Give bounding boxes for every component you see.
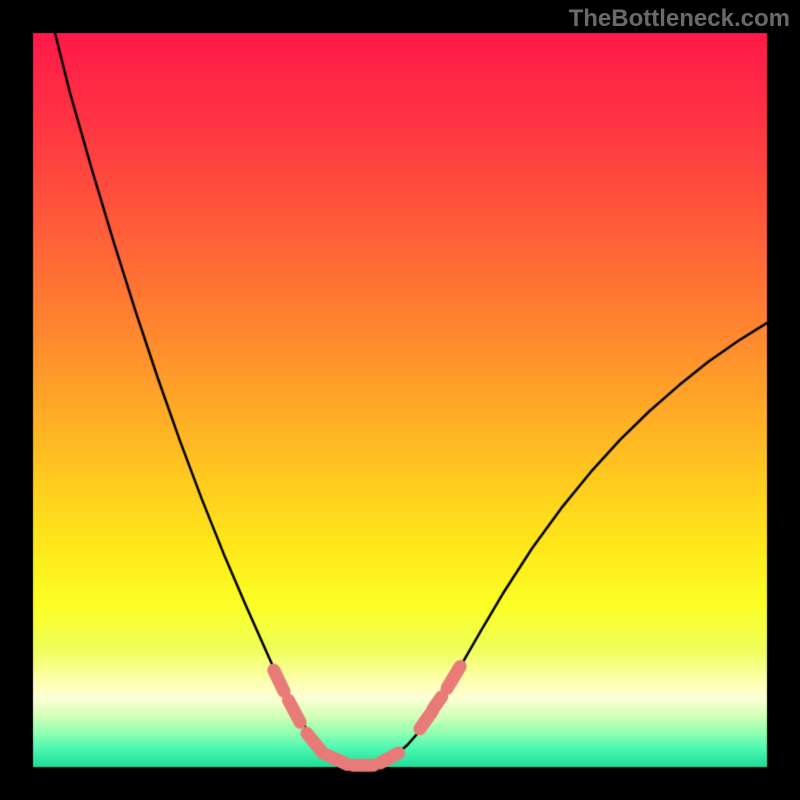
bottleneck-curve-chart (0, 0, 800, 800)
watermark-label: TheBottleneck.com (569, 5, 790, 33)
